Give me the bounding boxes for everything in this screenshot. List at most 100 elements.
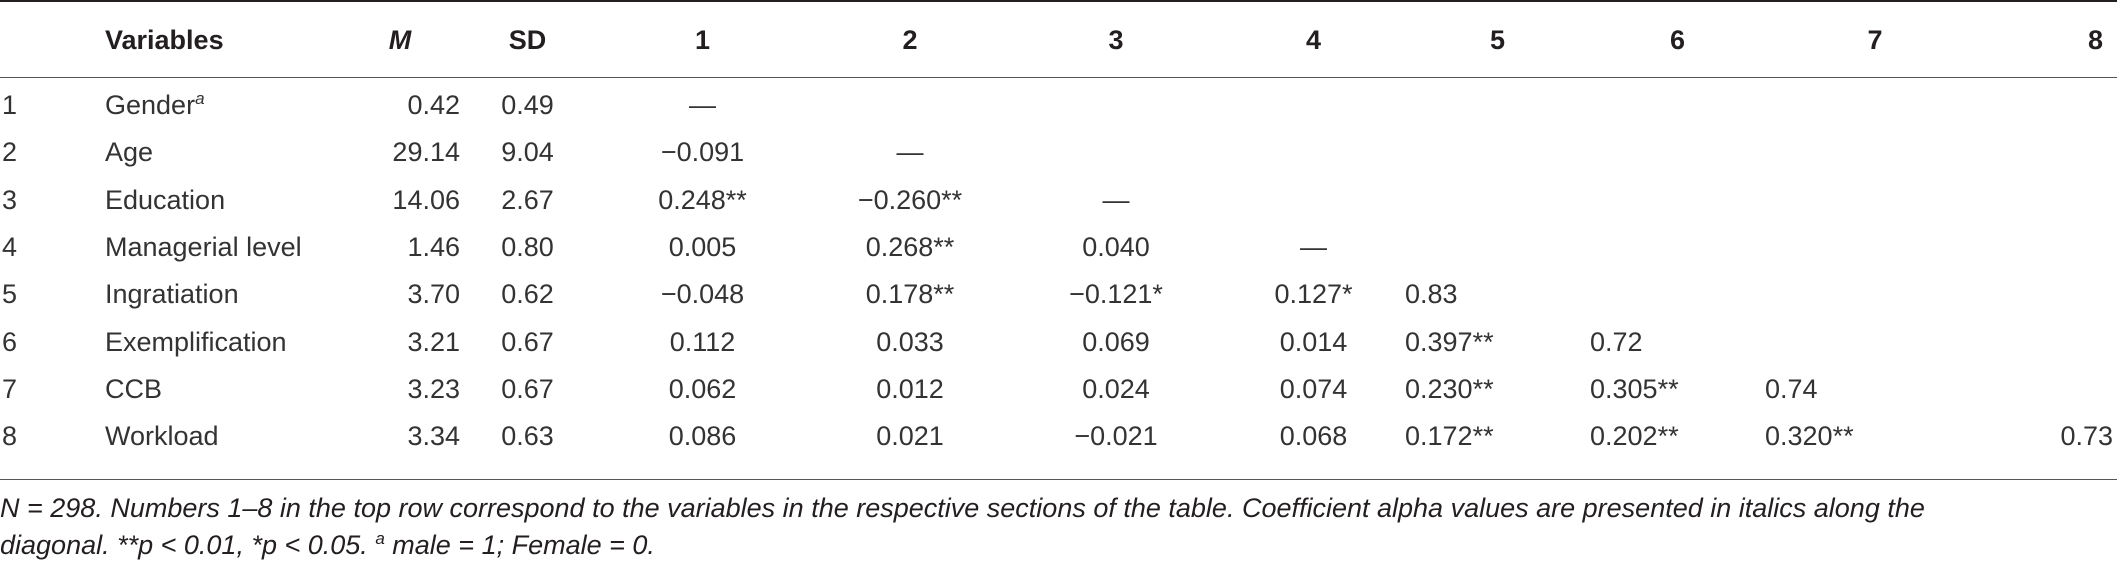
cell-col-8 [1985,366,2117,413]
row-variable: Education [105,177,340,224]
cell-col-4: 0.014 [1279,326,1348,357]
row-num: 3 [2,184,18,215]
cell-col-6 [1590,177,1765,224]
cell-col-6 [1590,271,1765,318]
variable-label: Workload [105,421,219,452]
cell-col-5 [1405,129,1590,176]
table-row: 2 Age 29.14 9.04 −0.091 — [0,129,2117,176]
cell-col-7: 0.74 [1765,373,1818,404]
row-num: 2 [2,137,18,168]
variable-superscript: a [195,89,205,109]
header-variables: Variables [105,24,224,55]
header-num [0,0,105,80]
cell-col-1: 0.248** [658,184,747,215]
top-rule [0,0,2117,2]
table-footnote: N = 298. Numbers 1–8 in the top row corr… [0,490,2110,564]
header-col-7: 7 [1867,24,1883,55]
row-num: 7 [2,373,18,404]
cell-col-6 [1590,80,1765,129]
variable-label: Education [105,184,226,215]
cell-col-1: 0.086 [668,421,737,452]
cell-col-3 [1010,129,1222,176]
header-col-6: 6 [1669,24,1686,55]
cell-col-2: 0.268** [865,232,955,263]
header-m: M [340,0,460,80]
cell-col-1: 0.112 [669,326,736,357]
cell-col-3: 0.040 [1082,232,1150,263]
cell-col-6 [1590,224,1765,271]
cell-col-7 [1765,224,1985,271]
cell-col-4: — [1300,232,1327,263]
cell-col-8 [1985,177,2117,224]
cell-col-3: −0.021 [1074,421,1158,452]
cell-col-4 [1222,129,1405,176]
cell-col-1: — [689,90,716,121]
variable-label: Age [105,137,154,168]
cell-col-7 [1765,271,1985,318]
variable-label: Managerial level [105,232,302,263]
variable-label: Ingratiation [105,279,239,310]
header-col-3: 3 [1108,24,1124,55]
cell-col-5: 0.397** [1405,326,1494,357]
cell-col-2: 0.178** [865,279,955,310]
cell-col-6: 0.202** [1590,421,1679,452]
cell-col-2: 0.033 [876,326,944,357]
footnote-line-2b: male = 1; Female = 0. [384,530,655,560]
row-mean: 3.70 [407,279,460,310]
row-sd: 0.49 [501,90,554,121]
header-sd: SD [508,24,547,55]
row-mean: 3.21 [407,326,460,357]
row-sd: 0.67 [501,373,554,404]
cell-col-8 [1985,129,2117,176]
row-variable: CCB [105,366,340,413]
cell-col-2: 0.012 [876,373,944,404]
cell-col-2: 0.021 [876,421,944,452]
row-variable: Gendera [105,80,340,129]
cell-col-3: 0.069 [1082,326,1150,357]
cell-col-7 [1765,177,1985,224]
header-row: Variables M SD 1 2 3 4 5 6 7 8 [0,0,2117,80]
cell-col-8: 0.73 [2060,421,2113,452]
row-num: 5 [2,279,18,310]
row-variable: Managerial level [105,224,340,271]
cell-col-7: 0.320** [1765,421,1854,452]
cell-col-4 [1222,177,1405,224]
header-m-label: M [388,24,412,55]
row-variable: Age [105,129,340,176]
header-col-2: 2 [902,24,918,55]
cell-col-6 [1590,129,1765,176]
variable-label: Exemplification [105,326,287,357]
cell-col-5: 0.172** [1405,421,1494,452]
row-mean: 3.23 [407,373,460,404]
row-sd: 0.67 [501,326,554,357]
cell-col-4: 0.127* [1274,279,1353,310]
row-sd: 0.80 [501,232,554,263]
cell-col-5 [1405,80,1590,129]
cell-col-7 [1765,129,1985,176]
cell-col-6: 0.72 [1590,326,1643,357]
cell-col-1: −0.091 [660,137,745,168]
cell-col-2 [810,80,1010,129]
cell-col-6: 0.305** [1590,373,1679,404]
header-col-5: 5 [1489,24,1506,55]
cell-col-1: 0.062 [668,373,737,404]
correlation-table: Variables M SD 1 2 3 4 5 6 7 8 1 Gendera 0… [0,0,2117,460]
row-sd: 0.63 [501,421,554,452]
header-col-1: 1 [694,24,711,55]
row-num: 6 [2,326,18,357]
cell-col-7 [1765,80,1985,129]
row-num: 4 [2,232,18,263]
row-sd: 2.67 [501,184,554,215]
table-row: 8 Workload 3.34 0.63 0.086 0.021 −0.021 0.068 0.… [0,413,2117,460]
row-variable: Workload [105,413,340,460]
variable-label: CCB [105,373,163,404]
bottom-rule [0,479,2117,480]
cell-col-2: — [896,137,924,168]
row-sd: 9.04 [501,137,554,168]
cell-col-5 [1405,224,1590,271]
row-variable: Ingratiation [105,271,340,318]
header-col-8: 8 [2087,24,2103,55]
cell-col-5: 0.230** [1405,373,1494,404]
row-mean: 14.06 [392,184,460,215]
